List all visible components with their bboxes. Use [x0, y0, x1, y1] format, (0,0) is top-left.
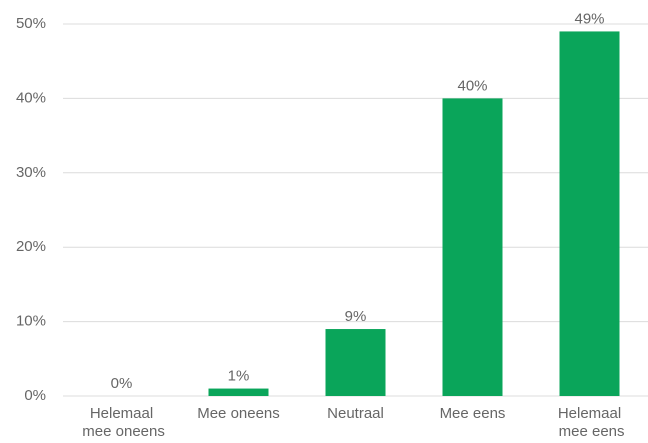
value-label: 1%: [228, 368, 250, 385]
value-label: 40%: [457, 77, 487, 94]
y-tick-label: 10%: [16, 313, 46, 330]
x-tick-label: Helemaal mee eens: [554, 405, 624, 440]
y-tick-label: 30%: [16, 164, 46, 181]
y-tick-label: 0%: [24, 387, 46, 404]
y-tick-label: 40%: [16, 89, 46, 106]
bar: [325, 329, 386, 396]
bar: [559, 31, 620, 396]
bar: [208, 388, 269, 396]
x-tick-label: Helemaal mee oneens: [78, 405, 165, 440]
y-tick-label: 50%: [16, 15, 46, 32]
bar: [442, 98, 503, 397]
value-label: 49%: [574, 10, 604, 27]
x-tick-label: Mee eens: [440, 405, 506, 422]
y-tick-label: 20%: [16, 238, 46, 255]
value-label: 9%: [345, 308, 367, 325]
value-label: 0%: [111, 375, 133, 392]
x-tick-label: Mee oneens: [197, 405, 280, 422]
x-tick-label: Neutraal: [327, 405, 384, 422]
